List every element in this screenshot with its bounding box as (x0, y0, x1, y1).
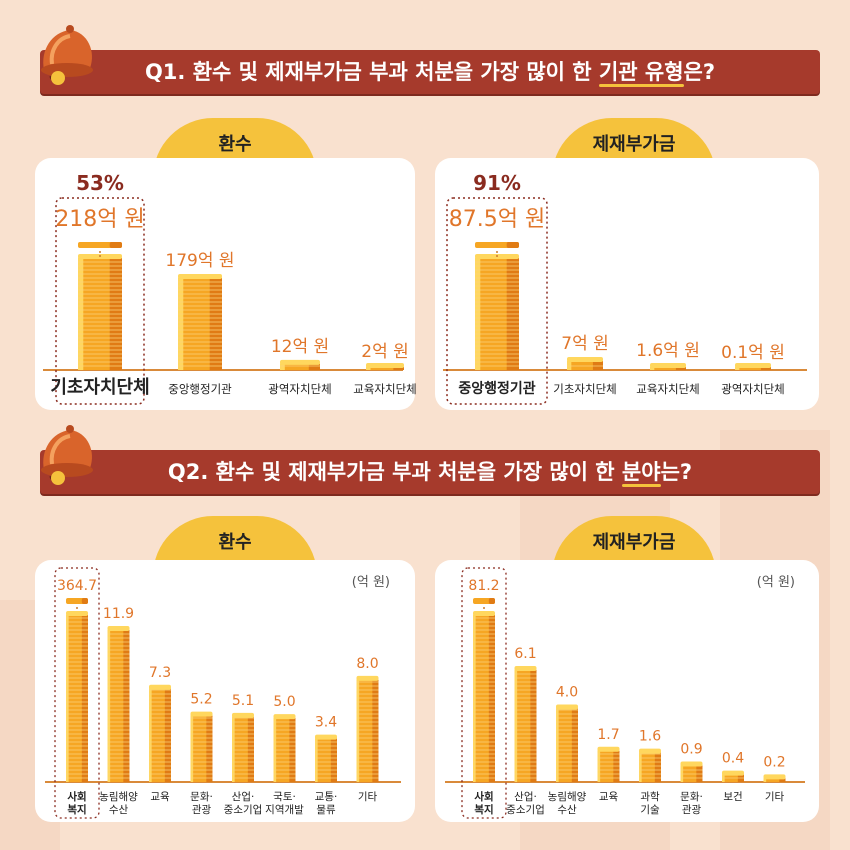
data-label: 1.6억 원 (636, 341, 700, 361)
tick-label: 기타 (358, 791, 378, 803)
q2-title-prefix: Q2. 환수 및 제재부가금 부과 처분을 가장 많이 한 (167, 460, 622, 484)
tick-label: 중앙행정기관 (458, 380, 535, 397)
bar-cap-shade (506, 242, 519, 248)
bar (722, 770, 744, 782)
data-label: 1.6 (639, 729, 661, 745)
highlight-box (55, 197, 145, 405)
bar (475, 254, 519, 370)
bar (597, 746, 620, 782)
data-label: 364.7 (57, 578, 97, 594)
data-label: 179억 원 (165, 251, 234, 271)
data-label: 5.0 (273, 694, 295, 710)
data-label: 218억 원 (55, 207, 144, 232)
bar (763, 774, 786, 782)
highlight-box (54, 567, 100, 819)
data-label: 4.0 (556, 685, 578, 701)
tick-label: 중앙행정기관 (168, 382, 232, 396)
data-label: 0.9 (680, 741, 702, 757)
bar (639, 748, 661, 782)
bar (366, 363, 404, 370)
highlight-percent: 53% (76, 171, 124, 195)
bar-cap-shade (488, 598, 495, 604)
tick-label: 교육자치단체 (353, 382, 416, 396)
tick-label: 기타 (765, 791, 785, 803)
tick-label: 사회 복지 (67, 790, 86, 816)
tick-label: 보건 (723, 791, 742, 803)
bar (514, 666, 537, 782)
panel-q2-recovery (35, 560, 415, 822)
bar-cap-shade (81, 598, 88, 604)
data-label: 0.2 (763, 754, 785, 770)
q1-title-prefix: Q1. 환수 및 제재부가금 부과 처분을 가장 많이 한 (144, 60, 599, 84)
tick-label: 광역자치단체 (268, 382, 331, 396)
highlight-box (461, 567, 507, 819)
bar (178, 274, 222, 370)
bar (280, 359, 320, 370)
unit-label: (억 원) (757, 575, 795, 590)
tick-label: 산업· 중소기업 (224, 790, 263, 816)
data-label: 0.4 (722, 751, 744, 767)
panel-q2-surcharge (435, 560, 819, 822)
bar (356, 675, 379, 782)
bar (567, 357, 603, 370)
tick-label: 기초자치단체 (553, 382, 616, 396)
data-label: 11.9 (103, 606, 134, 622)
q1-title-highlight: 기관 유형 (598, 60, 684, 84)
tick-label: 교육 (150, 791, 170, 803)
data-label: 87.5억 원 (449, 207, 545, 232)
bar (66, 611, 88, 782)
tick-label: 교육자치단체 (636, 382, 699, 396)
bar (650, 363, 686, 370)
unit-label: (억 원) (352, 575, 390, 590)
data-label: 5.1 (232, 693, 254, 709)
data-label: 5.2 (190, 692, 212, 708)
q1-title-bar: Q1. 환수 및 제재부가금 부과 처분을 가장 많이 한 기관 유형은? (40, 50, 820, 94)
tick-label: 농림해양 수산 (99, 790, 138, 816)
tick-label: 사회 복지 (474, 790, 493, 816)
q2-title-bar: Q2. 환수 및 제재부가금 부과 처분을 가장 많이 한 분야는? (40, 450, 820, 494)
bell-icon (41, 425, 93, 485)
bell-icon (41, 25, 93, 85)
tick-label: 교통· 물류 (315, 791, 338, 816)
tick-label: 과학 기술 (640, 791, 660, 816)
tick-label: 문화· 관광 (190, 791, 213, 816)
bar (680, 761, 703, 782)
bar (735, 363, 771, 370)
chart-q2-recovery: (억 원) 364.7 사회 복지 11.9 농림해양 수산 7.3 교육 5.2 문화· 관광 5.… (45, 567, 401, 819)
bar (190, 711, 213, 782)
data-label: 3.4 (315, 715, 337, 731)
tick-label: 농림해양 수산 (548, 790, 587, 816)
bar (556, 704, 578, 782)
bar (78, 254, 122, 370)
tick-label: 교육 (599, 791, 619, 803)
highlight-percent: 91% (473, 171, 521, 195)
tick-label: 광역자치단체 (721, 382, 784, 396)
q2-title-suffix: 는? (660, 460, 693, 484)
data-label: 6.1 (514, 646, 536, 662)
data-label: 8.0 (356, 656, 378, 672)
data-label: 1.7 (597, 727, 619, 743)
bar (232, 712, 254, 782)
tick-label: 산업· 중소기업 (506, 790, 545, 816)
data-label: 12억 원 (271, 337, 329, 357)
q1-title-suffix: 은? (683, 60, 716, 84)
bar (107, 626, 130, 782)
data-label: 0.1억 원 (721, 343, 785, 363)
bar-cap-shade (109, 242, 122, 248)
bar (273, 714, 296, 782)
tick-label: 문화· 관광 (680, 791, 703, 816)
data-label: 81.2 (468, 578, 499, 594)
data-label: 7.3 (149, 665, 171, 681)
data-label: 2억 원 (361, 342, 409, 362)
bar (315, 734, 337, 782)
data-label: 7억 원 (561, 334, 609, 354)
q2-title-highlight: 분야 (621, 460, 661, 484)
tick-label: 국토· 지역개발 (265, 791, 304, 816)
tick-label: 기초자치단체 (50, 377, 149, 398)
bar (473, 611, 495, 782)
chart-q2-surcharge: (억 원) 81.2 사회 복지 6.1 산업· 중소기업 4.0 농림해양 수산 1.7 교육 1.… (445, 567, 805, 819)
bar (149, 684, 171, 782)
